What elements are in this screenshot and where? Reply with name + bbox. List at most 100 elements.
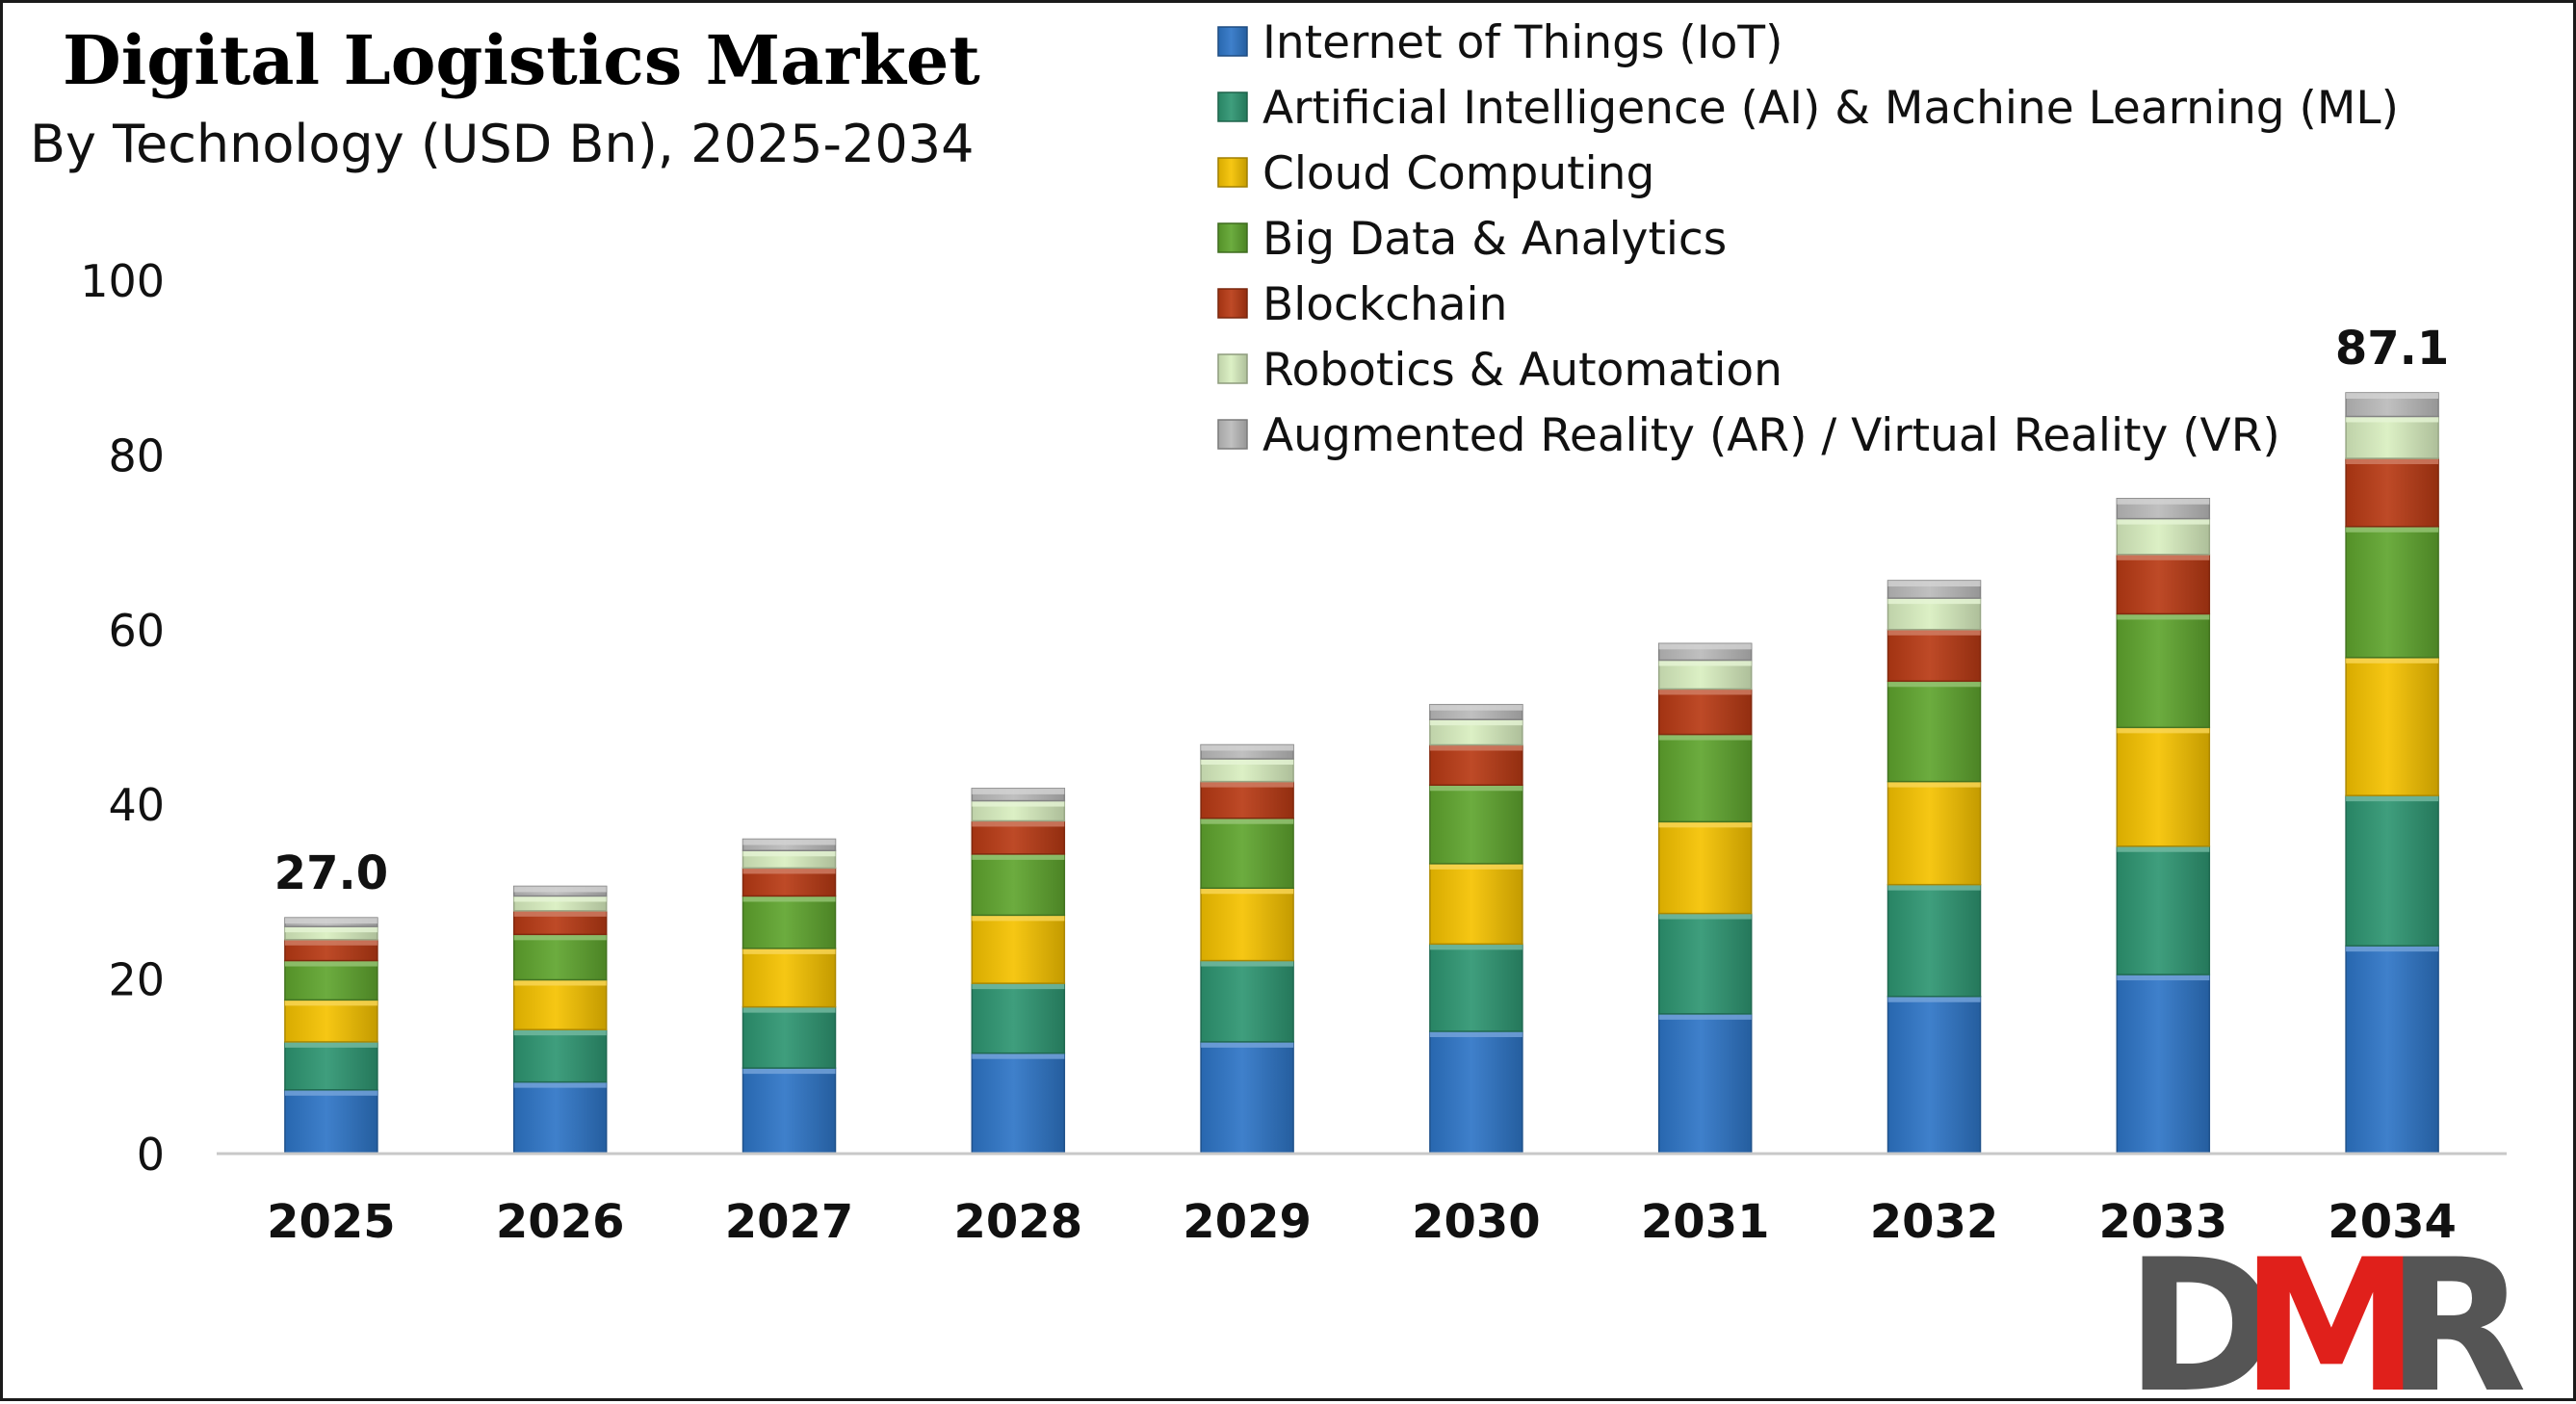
legend-swatch (1217, 157, 1248, 188)
bar-segment-highlight (2346, 458, 2439, 465)
bar-segment (2345, 526, 2439, 659)
bar-segment (742, 895, 837, 949)
bar-segment-highlight (1429, 719, 1522, 726)
bar-segment-highlight (513, 1029, 607, 1036)
bar-segment-highlight (513, 910, 607, 917)
bar-segment-highlight (1887, 996, 1981, 1002)
legend-item: Artificial Intelligence (AI) & Machine L… (1217, 82, 2399, 135)
bar-segment (2345, 794, 2439, 947)
x-tick-label: 2028 (954, 1195, 1083, 1249)
bar-segment (2345, 457, 2439, 528)
bar-segment-highlight (284, 960, 377, 967)
bar-segment-highlight (742, 850, 836, 857)
y-tick-label: 80 (108, 429, 165, 481)
bar-segment (1657, 912, 1753, 1015)
bar-segment-highlight (1887, 781, 1981, 788)
bar-segment-highlight (742, 1068, 836, 1075)
bar-segment-highlight (742, 896, 836, 902)
bar-stack-2032 (1886, 580, 1982, 1155)
legend-label: Robotics & Automation (1262, 344, 1782, 397)
bar-segment-highlight (742, 948, 836, 954)
legend-label: Cloud Computing (1262, 147, 1654, 200)
bar-segment (1200, 887, 1294, 962)
bar-stacks (284, 392, 2439, 1155)
bar-segment-highlight (742, 868, 836, 874)
legend-swatch (1217, 91, 1248, 122)
bar-segment-highlight (1201, 888, 1294, 895)
bar-segment-highlight (2117, 845, 2210, 852)
bar-segment (1657, 733, 1753, 823)
bar-segment-highlight (742, 839, 836, 845)
bar-segment (2116, 726, 2211, 847)
x-tick-label: 2030 (1412, 1195, 1541, 1249)
x-tick-label: 2029 (1183, 1195, 1312, 1249)
bar-stack-2025 (284, 917, 378, 1155)
bar-segment-highlight (972, 820, 1065, 827)
bar-segment (1886, 680, 1982, 783)
bar-segment (284, 959, 378, 1001)
legend-label: Big Data & Analytics (1262, 213, 1727, 266)
bar-segment-highlight (2117, 613, 2210, 620)
data-label: 27.0 (274, 846, 388, 900)
bar-segment-highlight (1887, 681, 1981, 688)
bar-segment-highlight (284, 926, 377, 933)
bar-segment-highlight (1201, 960, 1294, 967)
bar-segment-highlight (2346, 946, 2439, 952)
bar-stack-2026 (512, 885, 608, 1155)
bar-segment-highlight (1429, 704, 1522, 711)
bar-segment-highlight (1658, 1013, 1752, 1020)
legend-swatch (1217, 288, 1248, 319)
bar-segment (2345, 657, 2439, 796)
bar-segment-highlight (1429, 863, 1522, 870)
bar-segment (1886, 883, 1982, 998)
legend-label: Blockchain (1262, 278, 1507, 331)
bar-segment (971, 853, 1066, 917)
bar-segment-highlight (1201, 781, 1294, 788)
bar-segment (1200, 1041, 1294, 1155)
y-tick-label: 60 (108, 605, 165, 657)
bar-segment (1429, 943, 1523, 1032)
legend-item: Internet of Things (IoT) (1217, 16, 1782, 69)
bar-segment (1657, 1013, 1753, 1155)
legend-label: Augmented Reality (AR) / Virtual Reality… (1262, 409, 2280, 462)
bar-stack-2027 (742, 838, 837, 1155)
bar-segment (1200, 817, 1294, 890)
data-labels: 27.0 87.1 (274, 322, 2450, 900)
bar-segment (1200, 959, 1294, 1043)
x-axis: 2025 2026 2027 2028 2029 2030 2031 2032 2033 2034 (217, 1152, 2507, 1249)
bar-segment-highlight (513, 886, 607, 893)
logo-letter: M (2240, 1220, 2416, 1404)
bar-segment-highlight (972, 1053, 1065, 1059)
bar-segment-highlight (513, 896, 607, 902)
x-tick-label: 2031 (1641, 1195, 1770, 1249)
bar-segment-highlight (1887, 629, 1981, 636)
legend-label: Internet of Things (IoT) (1262, 16, 1782, 69)
bar-segment-highlight (1887, 884, 1981, 891)
bar-segment-highlight (972, 853, 1065, 860)
bar-segment-highlight (2346, 393, 2439, 400)
bar-stack-2031 (1657, 642, 1753, 1155)
bar-segment (284, 999, 378, 1043)
data-label: 87.1 (2335, 322, 2449, 376)
y-axis: 0 20 40 60 80 100 (80, 255, 165, 1181)
bar-segment (1429, 863, 1523, 946)
bar-segment (1886, 995, 1982, 1155)
bar-segment-highlight (1429, 785, 1522, 792)
x-tick-label: 2033 (2099, 1195, 2228, 1249)
bar-segment (1886, 780, 1982, 886)
logo-letter: R (2386, 1220, 2524, 1404)
bar-segment-highlight (972, 915, 1065, 922)
bar-segment (1886, 629, 1982, 683)
y-tick-label: 0 (137, 1129, 165, 1181)
legend-item: Robotics & Automation (1217, 344, 1782, 397)
bar-segment-highlight (2346, 416, 2439, 423)
bar-segment (2345, 415, 2439, 459)
bar-segment (512, 1028, 608, 1083)
bar-segment-highlight (2346, 526, 2439, 533)
bar-segment (1657, 688, 1753, 736)
bar-segment (2116, 554, 2211, 615)
logo-letter: D (2125, 1220, 2272, 1404)
bar-segment (1429, 1030, 1523, 1155)
bar-segment (512, 933, 608, 981)
